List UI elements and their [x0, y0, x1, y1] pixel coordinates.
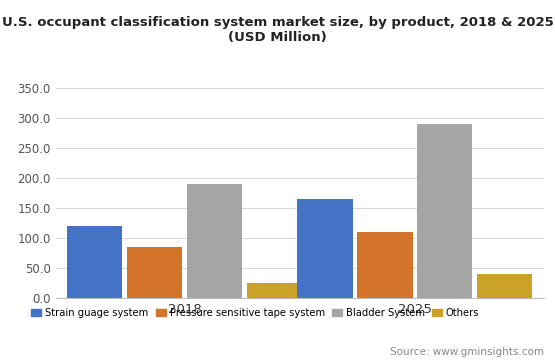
Bar: [247, 283, 302, 298]
Bar: [67, 226, 122, 298]
Bar: [187, 184, 242, 298]
Bar: [417, 124, 472, 298]
Bar: [477, 274, 532, 298]
Text: U.S. occupant classification system market size, by product, 2018 & 2025
(USD Mi: U.S. occupant classification system mark…: [2, 16, 553, 44]
Bar: [357, 232, 412, 298]
Bar: [127, 246, 182, 298]
Text: Source: www.gminsights.com: Source: www.gminsights.com: [390, 347, 544, 356]
Bar: [297, 199, 352, 298]
Legend: Strain guage system, Pressure sensitive tape system, Bladder System, Others: Strain guage system, Pressure sensitive …: [27, 304, 483, 322]
